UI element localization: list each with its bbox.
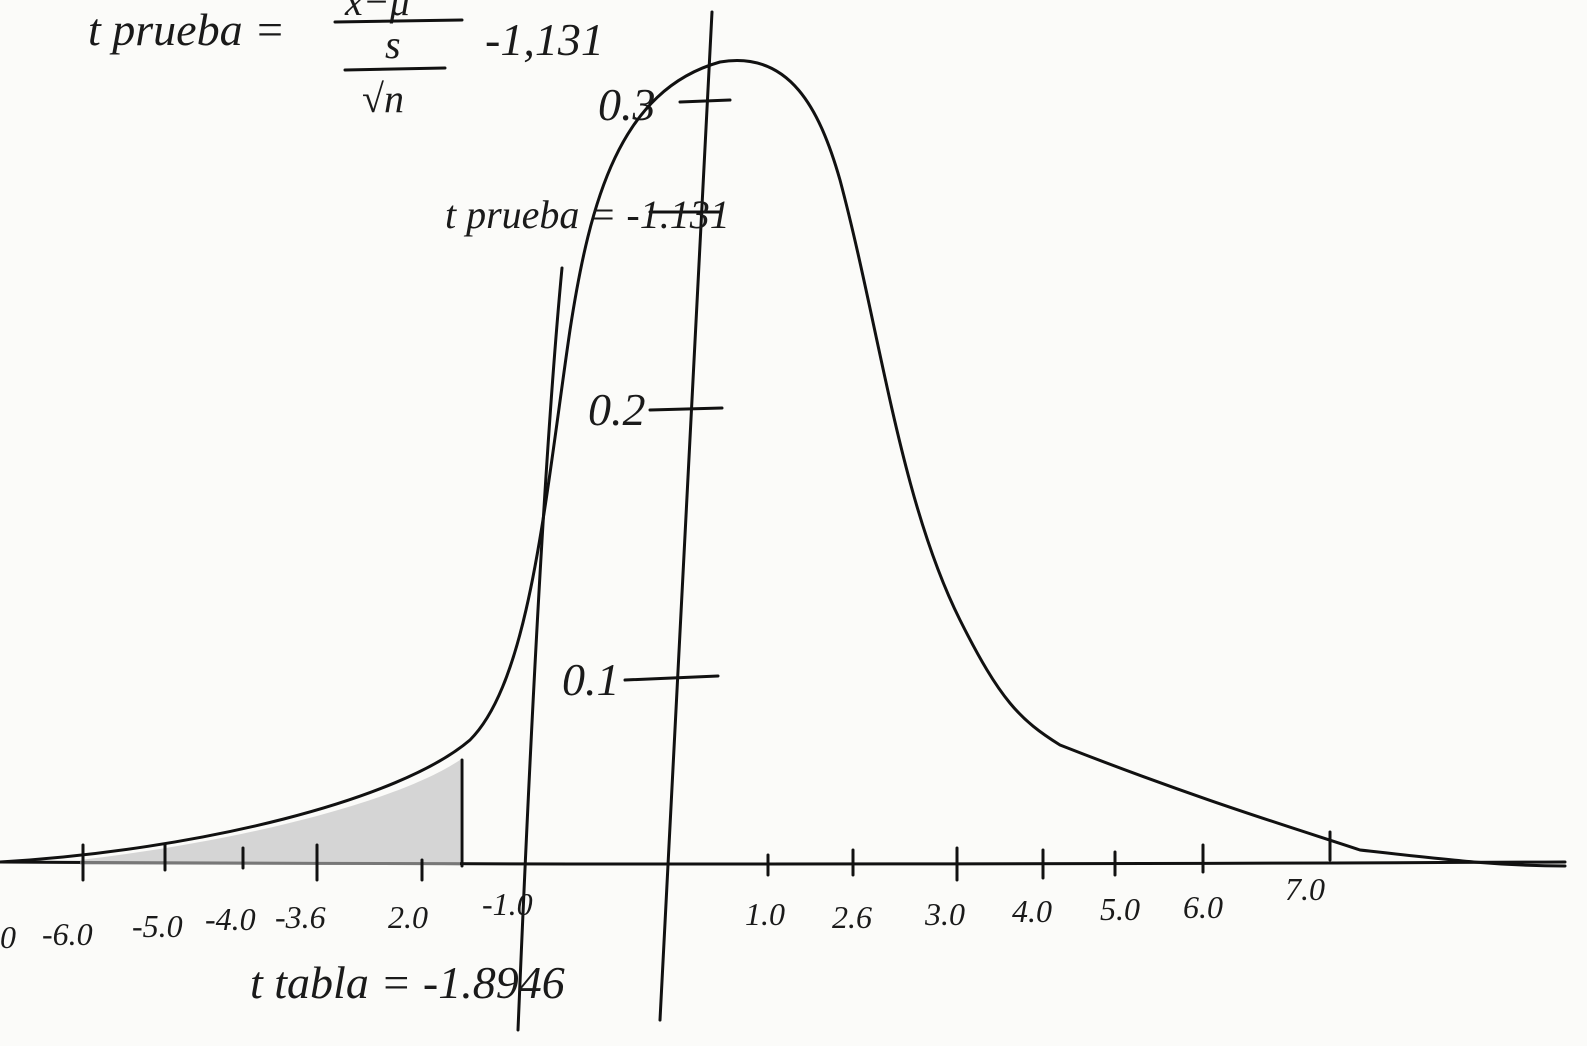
x-label: 7.0 xyxy=(1285,871,1325,907)
x-label: -3.6 xyxy=(275,899,326,935)
y-ticks xyxy=(623,98,732,682)
y-axis xyxy=(658,10,714,1022)
y-label: 0.2 xyxy=(588,384,646,435)
formula-sqrt-n: √n xyxy=(362,76,404,121)
x-label: 2.6 xyxy=(832,899,872,935)
y-label: 0.3 xyxy=(598,79,656,130)
y-label: 0.1 xyxy=(562,654,620,705)
x-label: 3.0 xyxy=(924,896,965,932)
formula-result: -1,131 xyxy=(485,14,604,65)
x-label: 4.0 xyxy=(1012,893,1052,929)
x-label: -6.0 xyxy=(42,916,93,952)
formula-left: t prueba = xyxy=(88,4,285,55)
fraction-bar xyxy=(343,66,447,72)
y-tick xyxy=(623,674,720,682)
x-label: -5.0 xyxy=(132,908,183,944)
x-labels: 0 -6.0 -5.0 -4.0 -3.6 2.0 -1.0 1.0 2.6 3… xyxy=(0,871,1325,955)
t-prueba-label: t prueba = -1.131 xyxy=(445,192,730,237)
t-curve xyxy=(0,59,1567,868)
formula-s: s xyxy=(385,22,401,67)
fraction-bar xyxy=(333,18,464,24)
y-tick xyxy=(678,98,732,104)
x-label: 5.0 xyxy=(1100,891,1140,927)
y-tick xyxy=(648,406,724,412)
t-tabla-label: t tabla = -1.8946 xyxy=(250,957,565,1008)
rejection-area xyxy=(80,760,460,865)
x-label: 1.0 xyxy=(745,896,785,932)
x-label: 0 xyxy=(0,919,16,955)
t-prueba-line xyxy=(516,266,564,1032)
x-label: 6.0 xyxy=(1183,889,1223,925)
x-label: -4.0 xyxy=(205,901,256,937)
x-ticks xyxy=(81,830,1332,882)
x-label: -1.0 xyxy=(482,886,533,922)
x-label: 2.0 xyxy=(388,899,428,935)
